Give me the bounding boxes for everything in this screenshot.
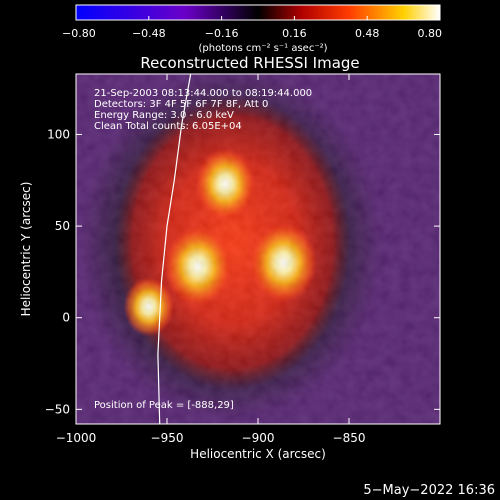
- footer-timestamp: 5−May−2022 16:36: [363, 483, 495, 498]
- colorbar-ticks: −0.80 −0.48 −0.16 0.16 0.48 0.80: [62, 16, 442, 40]
- annotation-clean-counts: Clean Total counts: 6.05E+04: [94, 121, 242, 132]
- colorbar-tick-label-5: 0.80: [418, 27, 443, 40]
- y-tick-label-0: −50: [45, 402, 70, 416]
- colorbar-tick-label-4: 0.48: [355, 27, 380, 40]
- y-axis-label: Heliocentric Y (arcsec): [19, 182, 33, 317]
- chart-title: Reconstructed RHESSI Image: [140, 54, 359, 72]
- annotation-detectors: Detectors: 3F 4F 5F 6F 7F 8F, Att 0: [94, 99, 268, 110]
- colorbar-gradient: [76, 5, 440, 20]
- colorbar-tick-label-0: −0.80: [62, 27, 96, 40]
- colorbar-tick-label-1: −0.48: [132, 27, 166, 40]
- y-tick-label-2: 50: [55, 219, 70, 233]
- axis-ticks: −1000 −950 −900 −850 −50 0 50 100: [45, 74, 440, 445]
- colorbar-tick-label-2: −0.16: [205, 27, 239, 40]
- colorbar-unit-label: (photons cm⁻² s⁻¹ asec⁻²): [198, 43, 327, 54]
- y-tick-label-3: 100: [47, 127, 70, 141]
- annotation-time-range: 21-Sep-2003 08:13:44.000 to 08:19:44.000: [94, 88, 312, 99]
- colorbar-tick-label-3: 0.16: [282, 27, 307, 40]
- y-tick-label-1: 0: [62, 311, 70, 325]
- annotation-energy-range: Energy Range: 3.0 - 6.0 keV: [94, 110, 234, 121]
- x-tick-label-1: −950: [151, 431, 184, 445]
- x-tick-label-2: −900: [242, 431, 275, 445]
- peak-position-label: Position of Peak = [-888,29]: [94, 400, 234, 411]
- x-tick-label-3: −850: [333, 431, 366, 445]
- solar-limb-curve: [157, 74, 192, 424]
- x-tick-label-0: −1000: [56, 431, 97, 445]
- image-texture: [76, 74, 440, 424]
- image-layer: [76, 74, 440, 424]
- x-axis-label: Heliocentric X (arcsec): [190, 447, 326, 461]
- colorbar-frame: [75, 4, 441, 21]
